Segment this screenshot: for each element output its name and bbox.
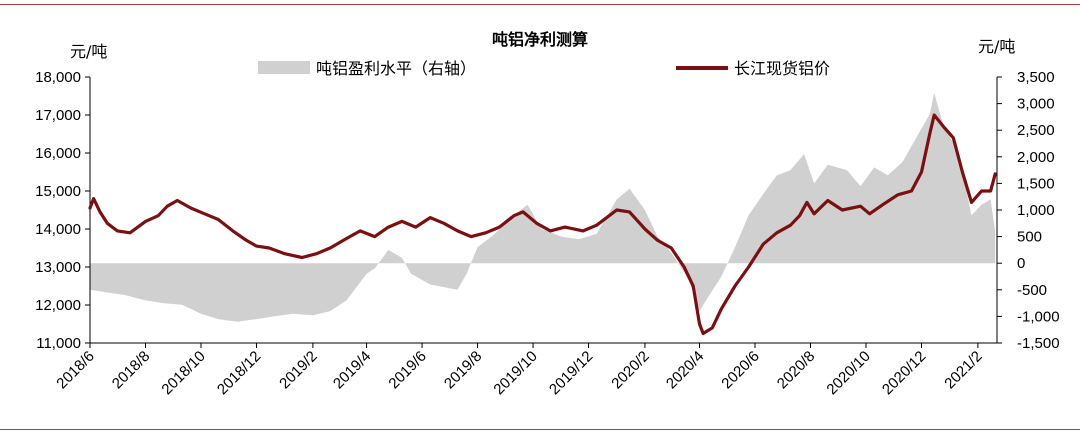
y-right-tick-label: -1,000	[1017, 308, 1060, 325]
x-tick-label: 2021/2	[941, 348, 985, 392]
profit-area-layer	[90, 93, 996, 322]
legend-swatch-profit	[258, 61, 310, 74]
x-tick-label: 2018/8	[109, 348, 153, 392]
y-left-tick-label: 16,000	[35, 145, 81, 162]
x-tick-label: 2020/6	[718, 348, 762, 392]
y-right-tick-label: 1,500	[1017, 175, 1055, 192]
y-left-tick-label: 13,000	[35, 259, 81, 276]
x-tick-label: 2020/4	[663, 348, 707, 392]
y-axis-left-label: 元/吨	[70, 42, 107, 61]
y-left-tick-label: 14,000	[35, 221, 81, 238]
x-tick-label: 2018/6	[53, 348, 97, 392]
x-tick-label: 2019/6	[385, 348, 429, 392]
y-axis-right-label: 元/吨	[978, 37, 1015, 56]
y-right-tick-label: 2,500	[1017, 122, 1055, 139]
series-price-line	[88, 113, 997, 336]
x-tick-label: 2019/8	[441, 348, 485, 392]
y-right-tick-label: 0	[1017, 255, 1025, 272]
frame-bottom-rule	[0, 429, 1080, 430]
y-right-tick-label: 1,000	[1017, 202, 1055, 219]
axes	[85, 76, 1002, 348]
y-right-tick-label: 500	[1017, 229, 1042, 246]
x-tick-label: 2019/12	[546, 348, 596, 398]
y-right-tick-label: -500	[1017, 282, 1047, 299]
y-left-tick-label: 15,000	[35, 183, 81, 200]
y-right-tick-label: 3,500	[1017, 69, 1055, 86]
y-left-tick-label: 17,000	[35, 107, 81, 124]
legend-label-profit: 吨铝盈利水平（右轴）	[316, 59, 476, 78]
y-left-tick-label: 12,000	[35, 297, 81, 314]
x-tick-label: 2019/2	[276, 348, 320, 392]
x-tick-label: 2020/10	[823, 348, 873, 398]
legend: 吨铝盈利水平（右轴） 长江现货铝价	[258, 59, 830, 78]
x-tick-label: 2020/2	[608, 348, 652, 392]
x-tick-label: 2018/10	[158, 348, 208, 398]
x-tick-label: 2020/12	[879, 348, 929, 398]
y-right-tick-label: 3,000	[1017, 96, 1055, 113]
y-left-tick-label: 11,000	[36, 335, 81, 352]
frame-top-rule	[0, 4, 1080, 5]
x-tick-label: 2018/12	[214, 348, 264, 398]
y-right-tick-label: -1,500	[1017, 335, 1060, 352]
x-tick-label: 2019/10	[490, 348, 540, 398]
price-line-layer	[88, 113, 997, 336]
y-right-tick-label: 2,000	[1017, 149, 1055, 166]
x-tick-label: 2019/4	[330, 348, 374, 392]
series-profit-area	[90, 93, 996, 322]
legend-label-price: 长江现货铝价	[734, 59, 830, 78]
chart-title: 吨铝净利测算	[492, 30, 588, 49]
y-left-tick-label: 18,000	[35, 69, 81, 86]
x-tick-label: 2020/8	[774, 348, 818, 392]
